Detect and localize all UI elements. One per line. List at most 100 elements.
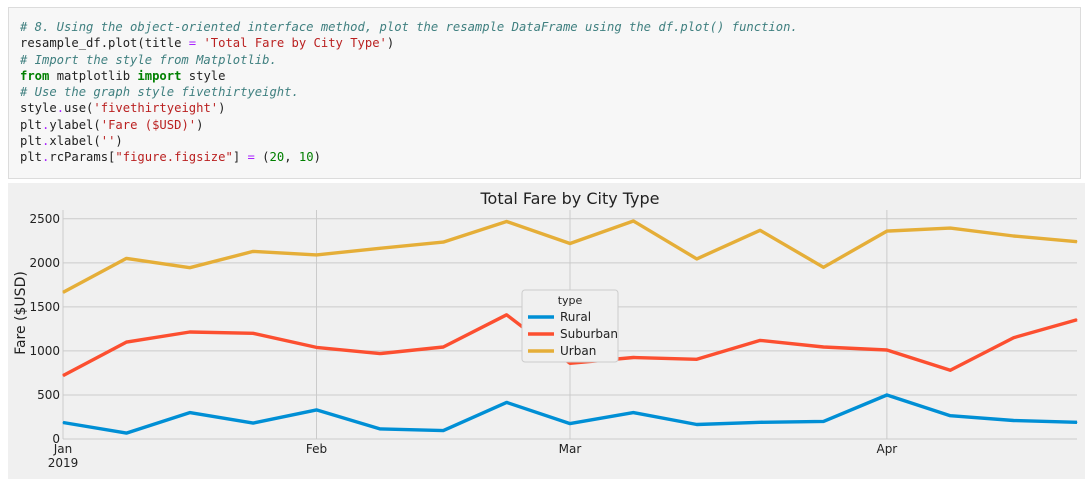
code-token: , [284, 150, 299, 165]
data-point-urban [125, 257, 127, 259]
data-point-rural [125, 432, 127, 434]
data-point-urban [823, 266, 824, 268]
code-token: ) [386, 36, 395, 51]
data-point-suburban [125, 341, 127, 343]
code-line: # Use the graph style fivethirtyeight. [20, 84, 798, 100]
code-token: style [181, 68, 226, 83]
data-point-rural [1076, 421, 1078, 423]
code-token: 10 [298, 150, 314, 165]
data-point-rural [189, 412, 191, 414]
code-token: # 8. Using the object-oriented interface… [20, 20, 798, 34]
data-point-rural [252, 422, 254, 424]
y-tick-label: 1000 [29, 344, 60, 358]
data-point-rural [506, 401, 508, 403]
code-token: ylabel( [49, 117, 101, 132]
code-token: . [42, 134, 50, 149]
data-point-suburban [632, 357, 634, 359]
legend-label-urban: Urban [560, 344, 596, 358]
chart-title: Total Fare by City Type [479, 189, 659, 208]
data-point-rural [696, 423, 698, 425]
code-line: # 8. Using the object-oriented interface… [20, 19, 798, 35]
y-tick-label: 2500 [29, 212, 60, 226]
data-point-suburban [62, 375, 64, 377]
legend: type Rural Suburban Urban [521, 289, 619, 363]
legend-box [521, 289, 619, 363]
legend-title: type [558, 294, 583, 307]
data-point-urban [759, 229, 761, 231]
code-token: . [42, 150, 50, 165]
data-point-urban [506, 220, 508, 222]
code-token: style [20, 101, 57, 116]
data-point-rural [442, 430, 444, 432]
data-point-rural [823, 420, 824, 422]
code-token: 20 [269, 150, 285, 165]
code-editor[interactable]: # 8. Using the object-oriented interface… [20, 19, 798, 166]
code-cell[interactable]: # 8. Using the object-oriented interface… [8, 7, 1081, 179]
code-token: ( [254, 150, 270, 165]
series-lines [62, 219, 1078, 435]
data-point-suburban [506, 314, 508, 316]
code-token: = [188, 36, 197, 51]
data-point-urban [949, 227, 951, 229]
code-token: # Import the style from Matplotlib. [20, 52, 277, 67]
data-point-urban [62, 291, 64, 293]
legend-label-rural: Rural [560, 310, 591, 324]
y-tick-label: 500 [37, 388, 60, 402]
data-point-suburban [189, 331, 191, 333]
data-point-suburban [316, 346, 317, 348]
data-point-urban [696, 258, 698, 260]
y-tick-label: 0 [52, 432, 60, 446]
code-token: '' [100, 134, 116, 149]
x-tick-label: Mar [559, 442, 582, 456]
output-area: 0 500 1000 1500 2000 2500 Jan 2019 Feb Mar Apr Tot… [8, 183, 1085, 479]
data-point-rural [62, 422, 64, 424]
data-point-urban [886, 230, 888, 232]
code-token: . [56, 101, 65, 116]
data-point-urban [189, 267, 191, 269]
code-token: ) [196, 117, 204, 132]
data-point-urban [569, 242, 571, 244]
code-token: 'fivethirtyeight' [93, 101, 219, 116]
code-line: # Import the style from Matplotlib. [20, 52, 798, 68]
code-token: ) [115, 134, 123, 149]
data-point-urban [252, 250, 254, 252]
data-point-urban [632, 220, 634, 222]
code-token: from [20, 68, 50, 83]
code-token: import [137, 68, 182, 83]
data-point-suburban [1013, 337, 1015, 339]
data-point-rural [632, 412, 634, 414]
x-tick-sublabel: 2019 [48, 456, 79, 470]
data-point-urban [1076, 241, 1078, 243]
code-token: ) [313, 150, 321, 165]
code-token: = [247, 150, 255, 165]
code-token: "figure.figsize" [115, 150, 233, 165]
data-point-rural [316, 409, 317, 411]
code-token: # Use the graph style fivethirtyeight. [20, 85, 299, 100]
code-token: ] [232, 150, 248, 165]
data-point-suburban [252, 332, 254, 334]
data-point-urban [1013, 235, 1015, 237]
code-token: resample_df.plot(title [20, 36, 189, 51]
data-point-rural [886, 394, 888, 396]
x-tick-label: Apr [876, 442, 897, 456]
data-point-suburban [886, 349, 888, 351]
data-point-rural [949, 415, 951, 417]
code-line: plt.rcParams["figure.figsize"] = (20, 10… [20, 149, 798, 165]
code-token: plt [20, 117, 43, 132]
data-point-rural [759, 421, 761, 423]
code-token: rcParams[ [49, 150, 116, 165]
data-point-suburban [442, 346, 444, 348]
data-point-suburban [379, 353, 381, 355]
data-point-suburban [949, 369, 951, 371]
data-point-urban [442, 241, 444, 243]
data-point-suburban [569, 362, 571, 364]
data-point-rural [379, 428, 381, 430]
data-point-suburban [696, 358, 698, 360]
data-point-suburban [1076, 319, 1078, 321]
code-token: ) [218, 101, 226, 116]
code-line: plt.ylabel('Fare ($USD)') [20, 117, 798, 133]
code-token: plt [20, 150, 43, 165]
legend-label-suburban: Suburban [560, 327, 618, 341]
code-token: plt [20, 134, 43, 149]
